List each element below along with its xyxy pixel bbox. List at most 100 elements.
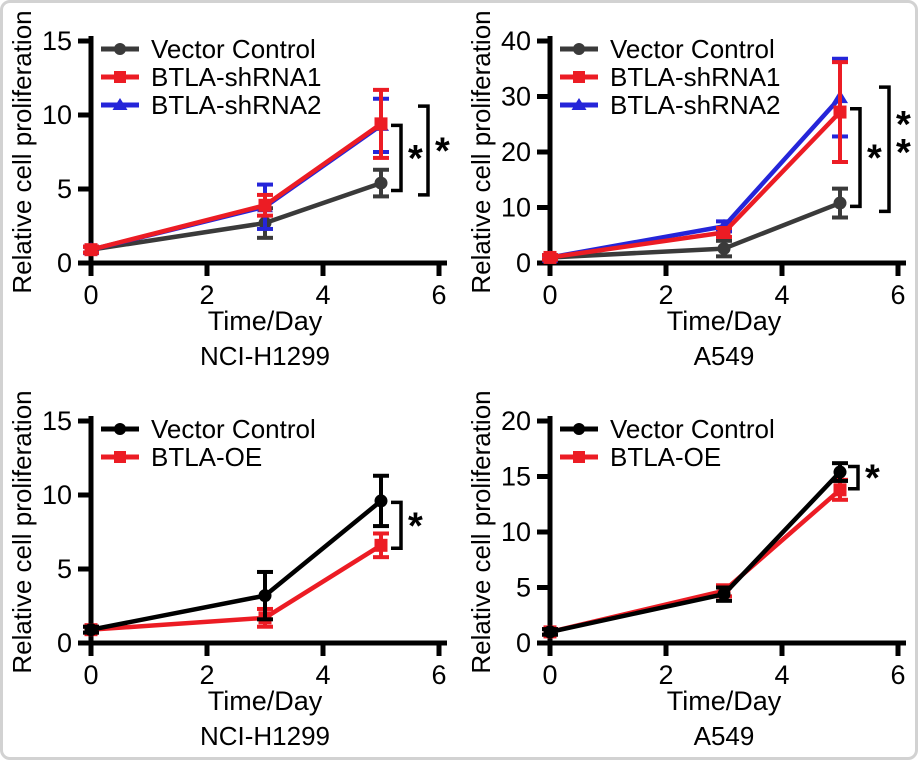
x-axis-title: Time/Day [207,686,323,716]
y-tick-label: 5 [57,554,72,584]
series-line [90,543,383,632]
significance-asterisk: * [896,104,911,146]
x-tick-label: 2 [658,280,673,310]
y-tick-label: 10 [42,100,72,130]
tick-labels: 0 2 4 6 0 5 10 15 [42,406,447,690]
significance-asterisk: * [408,138,423,180]
y-tick-label: 5 [57,174,72,204]
y-tick-label: 0 [57,248,72,278]
x-tick-label: 0 [83,280,98,310]
x-axis-title: Time/Day [207,306,323,336]
y-tick-label: 15 [501,462,531,492]
x-tick-label: 0 [542,280,557,310]
axes [537,416,906,656]
circle-marker [833,465,847,479]
circle-marker [543,625,557,639]
y-tick-label: 10 [42,480,72,510]
x-tick-label: 4 [774,660,789,690]
circle-marker [258,589,272,603]
significance-asterisk: * [867,138,882,180]
square-marker [717,225,731,239]
legend-label: Vector Control [610,414,775,444]
legend-item: Vector Control [560,414,775,444]
circle-marker [374,176,388,190]
legend-triangle-marker [112,98,128,110]
series-vector-control [83,473,389,637]
legend-label: BTLA-OE [610,442,721,472]
tick-labels: 0 2 4 6 0 10 20 30 40 [501,26,906,310]
chart-panel-a549-knockdown: 0 2 4 6 0 10 20 30 40 Vector Control BTLA-shRNA1 BT… [462,3,915,383]
legend-item: BTLA-OE [101,442,262,472]
legend-label: BTLA-shRNA2 [610,90,781,120]
significance-asterisk: * [408,505,423,547]
series-btla-shrna2 [83,96,389,256]
legend-item: BTLA-shRNA1 [560,62,781,92]
significance-bracket [850,106,862,209]
y-tick-label: 15 [42,406,72,436]
legend-item: BTLA-shRNA2 [560,90,781,120]
x-tick-label: 2 [199,660,214,690]
legend-circle-marker [114,43,126,55]
significance-asterisk: * [435,131,450,173]
square-marker [374,117,388,131]
y-axis-title: Relative cell proliferation [7,10,37,294]
y-tick-label: 10 [501,193,531,223]
x-tick-label: 2 [658,660,673,690]
legend-item: Vector Control [101,34,316,64]
series-line [90,122,383,252]
series-line [90,499,383,632]
proliferation-chart-nci-h1299-knockdown: 0 2 4 6 0 5 10 15 Vector ControlBTLA-shRNA1BTLA-… [42,26,450,310]
series-line [549,470,842,635]
circle-marker [84,623,98,637]
square-marker [258,198,272,212]
y-tick-label: 20 [501,406,531,436]
legend-square-marker [114,451,126,463]
x-tick-label: 4 [315,660,330,690]
significance-bracket [848,464,860,491]
square-marker [833,105,847,119]
x-tick-label: 6 [431,280,446,310]
y-axis-title: Relative cell proliferation [466,10,496,294]
cell-line-label: NCI-H1299 [199,721,331,751]
y-axis-title: Relative cell proliferation [466,390,496,674]
legend-label: BTLA-shRNA1 [610,62,781,92]
legend-circle-marker [573,423,585,435]
cell-line-label: A549 [693,341,755,371]
y-tick-label: 20 [501,137,531,167]
legend-item: BTLA-shRNA2 [101,90,322,120]
chart-grid: 0 2 4 6 0 5 10 15 Vector Control BTLA-shRNA1 BTLA-… [3,3,915,757]
circle-marker [374,494,388,508]
x-tick-label: 6 [890,280,905,310]
axes [78,36,447,276]
circle-marker [717,242,731,256]
series-line [90,123,383,252]
series-btla-shrna1 [542,60,848,264]
series-btla-oe [542,477,848,639]
legend-square-marker [114,71,126,83]
axes [537,36,906,276]
legend-label: BTLA-shRNA2 [151,90,322,120]
y-tick-label: 10 [501,517,531,547]
significance-bracket [391,500,403,551]
y-tick-label: 0 [516,248,531,278]
series-vector-control [542,461,848,639]
legend-item: BTLA-OE [560,442,721,472]
y-tick-label: 40 [501,26,531,56]
legend-label: Vector Control [151,34,316,64]
circle-marker [717,587,731,601]
significance-asterisk: * [865,458,880,500]
legend-triangle-marker [571,98,587,110]
x-tick-label: 6 [890,660,905,690]
square-marker [374,538,388,552]
series-btla-shrna1 [83,87,389,257]
legend-item: Vector Control [101,414,316,444]
cell-line-label: A549 [693,721,755,751]
legend-label: BTLA-OE [151,442,262,472]
significance-bracket [418,104,430,197]
